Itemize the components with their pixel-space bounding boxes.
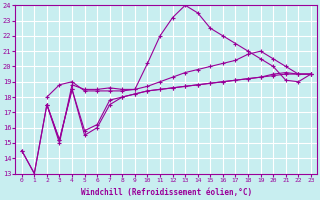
X-axis label: Windchill (Refroidissement éolien,°C): Windchill (Refroidissement éolien,°C) <box>81 188 252 197</box>
